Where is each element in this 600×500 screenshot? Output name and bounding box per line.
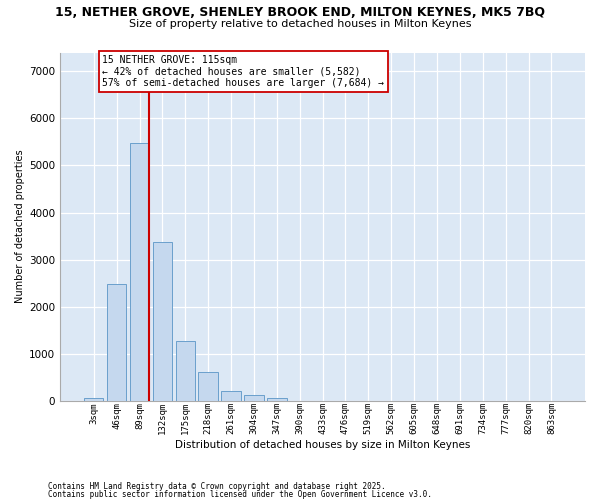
Text: 15, NETHER GROVE, SHENLEY BROOK END, MILTON KEYNES, MK5 7BQ: 15, NETHER GROVE, SHENLEY BROOK END, MIL… <box>55 6 545 20</box>
Bar <box>221 392 241 401</box>
X-axis label: Distribution of detached houses by size in Milton Keynes: Distribution of detached houses by size … <box>175 440 470 450</box>
Text: Size of property relative to detached houses in Milton Keynes: Size of property relative to detached ho… <box>129 19 471 29</box>
Y-axis label: Number of detached properties: Number of detached properties <box>15 150 25 304</box>
Bar <box>176 340 195 401</box>
Bar <box>267 398 287 401</box>
Text: Contains HM Land Registry data © Crown copyright and database right 2025.: Contains HM Land Registry data © Crown c… <box>48 482 386 491</box>
Text: 15 NETHER GROVE: 115sqm
← 42% of detached houses are smaller (5,582)
57% of semi: 15 NETHER GROVE: 115sqm ← 42% of detache… <box>103 55 385 88</box>
Bar <box>199 372 218 401</box>
Bar <box>107 284 127 401</box>
Bar <box>152 242 172 401</box>
Bar <box>244 395 263 401</box>
Bar <box>130 143 149 401</box>
Bar <box>84 398 103 401</box>
Text: Contains public sector information licensed under the Open Government Licence v3: Contains public sector information licen… <box>48 490 432 499</box>
